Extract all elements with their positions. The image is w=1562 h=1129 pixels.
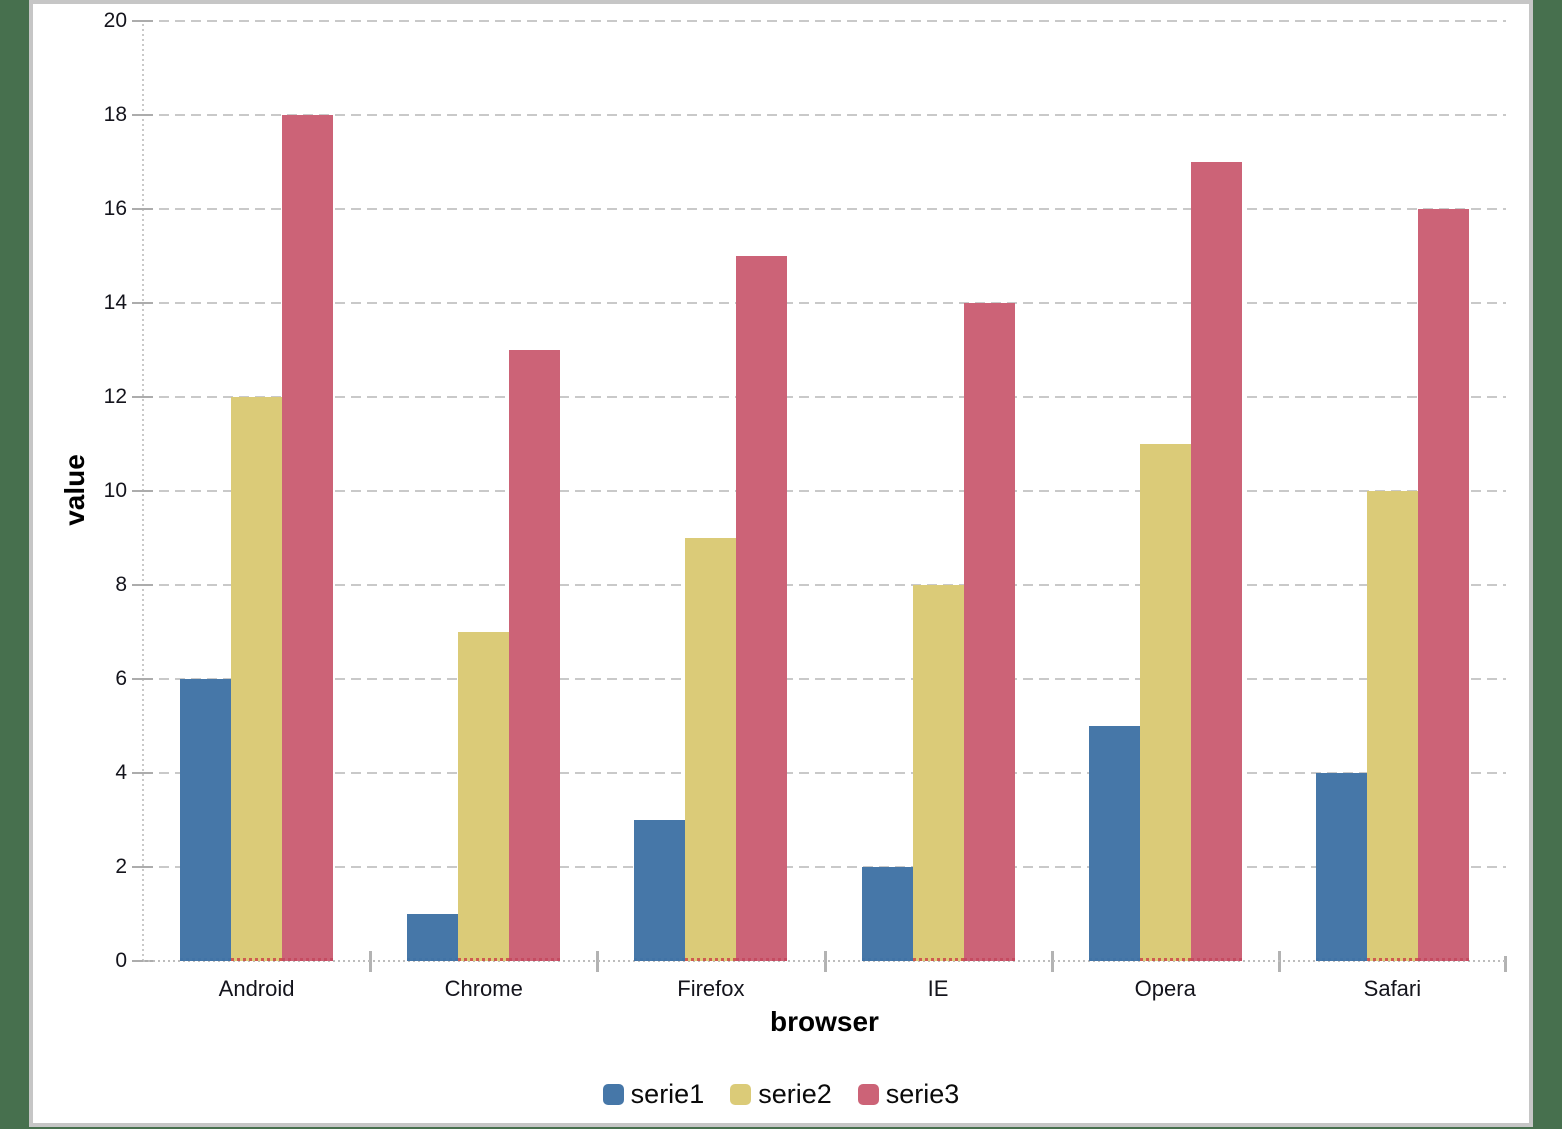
legend-label-serie1: serie1 <box>630 1079 705 1109</box>
legend: serie1 serie2 serie3 <box>33 1079 1529 1110</box>
bar-serie2-android[interactable] <box>231 397 283 961</box>
gridline <box>143 302 1506 304</box>
legend-label-serie3: serie3 <box>885 1079 960 1109</box>
x-axis-title: browser <box>770 1006 879 1037</box>
y-tick-label: 20 <box>103 9 127 32</box>
legend-item-serie1[interactable]: serie1 <box>602 1079 705 1110</box>
y-tick <box>132 584 153 586</box>
y-tick-label: 6 <box>115 667 127 690</box>
bar-serie1-ie[interactable] <box>861 867 913 961</box>
category-label-safari: Safari <box>1363 976 1422 1001</box>
legend-label-serie2: serie2 <box>758 1079 832 1109</box>
y-tick <box>132 490 153 492</box>
chart-panel: 0 2 4 6 8 10 12 14 16 18 20 Android Chrome Firefox IE O… <box>29 0 1533 1127</box>
bar-serie3-opera[interactable] <box>1190 162 1242 961</box>
bar-serie3-firefox[interactable] <box>736 256 788 961</box>
gridline <box>143 20 1506 22</box>
gridline <box>143 114 1506 116</box>
plot-area: 0 2 4 6 8 10 12 14 16 18 20 Android Chrome Firefox IE O… <box>104 9 1507 1001</box>
y-axis-title: value <box>59 454 91 526</box>
y-tick-label: 8 <box>115 573 127 596</box>
y-tick-label: 4 <box>115 761 127 784</box>
category-label-chrome: Chrome <box>444 976 523 1001</box>
bar-serie2-opera[interactable] <box>1139 444 1191 961</box>
gridline <box>143 490 1506 492</box>
y-tick-label: 0 <box>115 949 127 972</box>
category-label-opera: Opera <box>1134 976 1196 1001</box>
y-tick <box>132 772 153 774</box>
gridline <box>143 866 1506 868</box>
y-tick <box>132 866 153 868</box>
y-tick <box>132 960 153 962</box>
y-axis-title-wrap: value <box>45 400 105 580</box>
y-tick <box>132 678 153 680</box>
y-tick-label: 18 <box>103 103 127 126</box>
category-label-ie: IE <box>927 976 949 1001</box>
bar-serie3-ie[interactable] <box>963 303 1015 961</box>
y-tick <box>132 20 153 22</box>
legend-swatch-serie3 <box>857 1084 879 1105</box>
y-tick-label: 2 <box>115 855 127 878</box>
gridline <box>143 396 1506 398</box>
gridline <box>143 678 1506 680</box>
gridline <box>143 772 1506 774</box>
gridline <box>143 584 1506 586</box>
x-axis-end-tick <box>1504 956 1507 972</box>
bar-serie3-android[interactable] <box>282 115 334 961</box>
legend-item-serie2[interactable]: serie2 <box>730 1079 832 1110</box>
bar-serie1-android[interactable] <box>180 679 232 961</box>
legend-item-serie3[interactable]: serie3 <box>857 1079 960 1110</box>
bar-serie1-chrome[interactable] <box>407 914 459 961</box>
y-tick-label: 12 <box>103 385 127 408</box>
gridline <box>143 208 1506 210</box>
y-tick-label: 14 <box>103 291 127 314</box>
bar-serie3-safari[interactable] <box>1417 209 1469 961</box>
bar-serie1-firefox[interactable] <box>634 820 686 961</box>
y-tick <box>132 114 153 116</box>
y-tick <box>132 396 153 398</box>
legend-swatch-serie2 <box>730 1084 752 1105</box>
bar-serie1-safari[interactable] <box>1315 773 1367 961</box>
bar-serie2-chrome[interactable] <box>458 632 510 961</box>
y-tick <box>132 208 153 210</box>
x-axis-baseline <box>143 960 1506 962</box>
bar-serie2-firefox[interactable] <box>685 538 737 961</box>
bar-serie3-chrome[interactable] <box>509 350 561 961</box>
legend-swatch-serie1 <box>602 1084 624 1105</box>
bar-serie2-safari[interactable] <box>1366 491 1418 961</box>
bar-serie2-ie[interactable] <box>912 585 964 961</box>
bar-serie1-opera[interactable] <box>1088 726 1140 961</box>
category-label-firefox: Firefox <box>677 976 745 1001</box>
y-tick-label: 10 <box>103 479 127 502</box>
y-tick <box>132 302 153 304</box>
y-tick-label: 16 <box>103 197 127 220</box>
category-label-android: Android <box>218 976 295 1001</box>
